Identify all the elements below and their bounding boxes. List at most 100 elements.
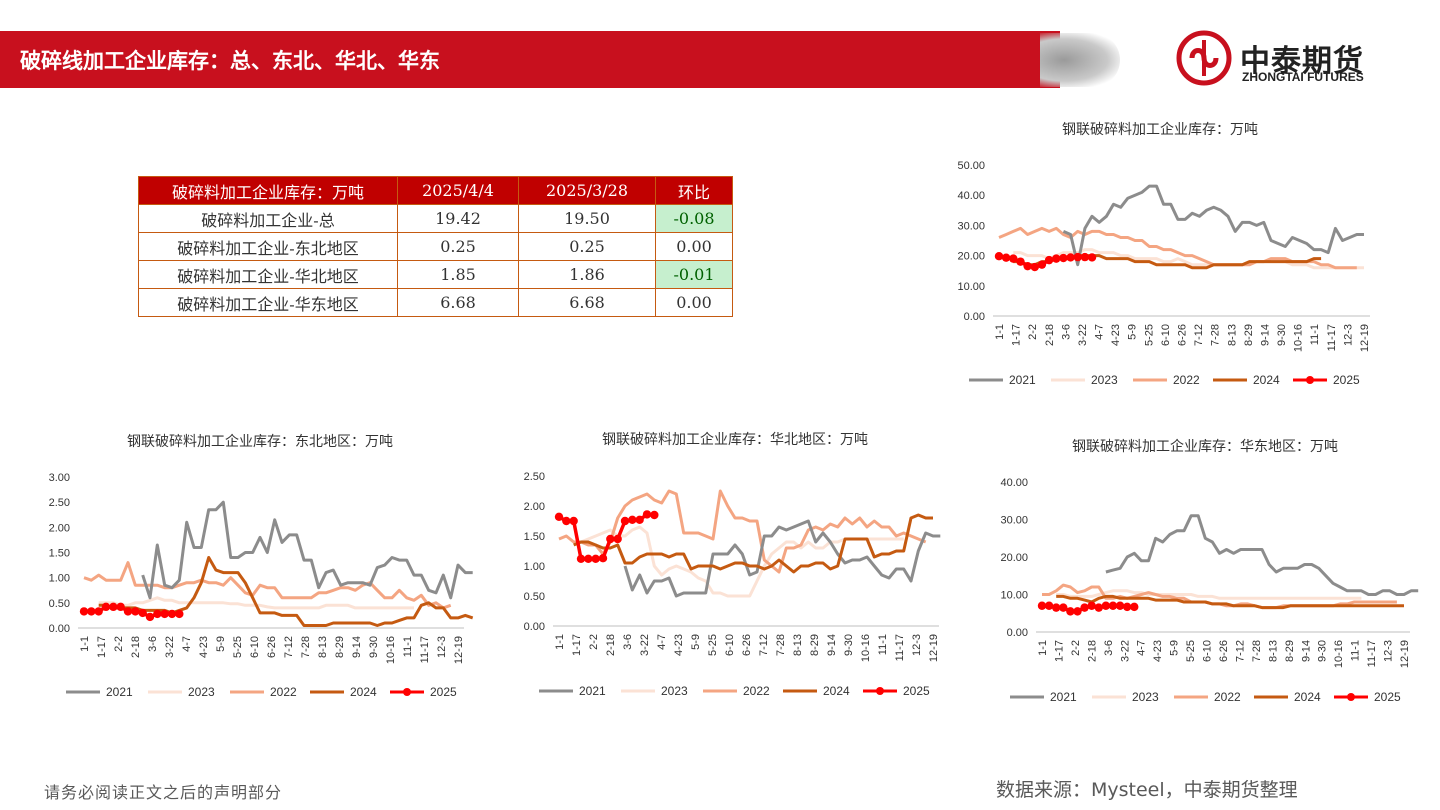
table-cell-change: -0.08 <box>655 204 733 233</box>
series-point-2025 <box>1080 603 1089 612</box>
x-tick-label: 7-28 <box>300 636 312 658</box>
chart-title: 钢联破碎料加工企业库存：华东地区：万吨 <box>1072 438 1338 455</box>
x-tick-label: 8-29 <box>334 636 346 658</box>
legend-label: 2022 <box>270 685 297 699</box>
series-line-2024 <box>98 556 474 627</box>
series-point-2025 <box>1059 253 1068 263</box>
series-line-2023 <box>1056 589 1362 600</box>
x-tick-label: 11-17 <box>1366 640 1378 667</box>
table-header-cell: 环比 <box>655 176 733 205</box>
table-cell: 1.86 <box>518 260 656 289</box>
y-tick-label: 1.00 <box>49 573 70 585</box>
x-tick-label: 7-12 <box>1234 640 1246 662</box>
series-point-2025 <box>123 607 133 616</box>
table-row: 破碎料加工企业-东北地区 0.25 0.25 0.00 <box>138 232 733 261</box>
x-tick-label: 1-1 <box>554 634 566 650</box>
x-tick-label: 9-14 <box>351 636 363 658</box>
y-tick-label: 0.00 <box>524 621 545 633</box>
x-tick-label: 10-16 <box>1333 640 1345 668</box>
x-tick-label: 12-3 <box>1383 640 1395 662</box>
legend-label: 2024 <box>1253 373 1280 387</box>
x-tick-label: 2-18 <box>605 634 617 656</box>
brand-logo: 中泰期货 ZHONGTAI FUTURES <box>1176 30 1396 90</box>
x-tick-label: 9-30 <box>368 636 380 658</box>
y-tick-label: 3.00 <box>49 472 70 484</box>
x-tick-label: 8-13 <box>317 636 329 658</box>
x-tick-label: 5-9 <box>1169 640 1181 656</box>
series-point-2025 <box>1066 607 1075 616</box>
x-tick-label: 4-7 <box>181 636 193 652</box>
series-point-2025 <box>635 515 644 524</box>
series-point-2025 <box>613 534 622 544</box>
legend-label: 2021 <box>1009 373 1036 387</box>
y-tick-label: 1.00 <box>524 561 545 573</box>
series-point-2025 <box>1030 262 1039 272</box>
x-tick-label: 11-1 <box>1309 324 1321 345</box>
series-point-2025 <box>1115 601 1125 610</box>
x-tick-label: 3-6 <box>1103 640 1115 656</box>
x-tick-label: 3-22 <box>1119 640 1131 662</box>
y-tick-label: 20.00 <box>957 251 985 263</box>
legend-label: 2023 <box>661 684 688 698</box>
series-point-2025 <box>116 602 125 612</box>
series-point-2025 <box>554 512 564 521</box>
legend-label: 2023 <box>188 685 215 699</box>
y-tick-label: 40.00 <box>957 190 985 202</box>
x-tick-label: 12-19 <box>453 636 465 664</box>
x-tick-label: 1-17 <box>96 636 108 658</box>
series-line-2023 <box>1013 248 1364 270</box>
series-line-2021 <box>1062 184 1364 267</box>
y-tick-label: 0.00 <box>964 311 985 323</box>
series-point-2025 <box>650 510 659 520</box>
legend-label: 2023 <box>1091 373 1118 387</box>
series-point-2025 <box>94 607 103 616</box>
series-point-2025 <box>1108 601 1118 610</box>
y-tick-label: 50.00 <box>957 160 985 172</box>
x-tick-label: 5-9 <box>1127 324 1139 340</box>
header-shadow-decoration <box>1040 33 1120 87</box>
legend-label: 2025 <box>903 684 930 698</box>
legend-marker <box>876 687 884 695</box>
x-tick-label: 1-1 <box>994 324 1006 340</box>
legend-marker <box>1347 693 1355 701</box>
series-point-2025 <box>591 554 600 563</box>
chart-northeast: 钢联破碎料加工企业库存：东北地区：万吨 3.00 2.50 2.00 1.50 1.00 0… <box>49 433 474 699</box>
series-point-2025 <box>569 516 578 526</box>
series-point-2025 <box>79 607 89 616</box>
series-line-2021 <box>1105 514 1419 596</box>
x-tick-label: 6-26 <box>266 636 278 658</box>
y-tick-label: 20.00 <box>1000 552 1028 564</box>
x-tick-label: 8-29 <box>1284 640 1296 662</box>
x-tick-label: 12-19 <box>1399 640 1411 668</box>
y-tick-label: 10.00 <box>957 281 985 293</box>
x-tick-label: 7-28 <box>1251 640 1263 662</box>
table-cell: 6.68 <box>397 288 519 317</box>
x-tick-label: 2-2 <box>113 636 125 652</box>
chart-title: 钢联破碎料加工企业库存：华北地区：万吨 <box>602 431 868 448</box>
x-tick-label: 6-10 <box>1160 324 1172 346</box>
x-tick-label: 5-9 <box>215 636 227 652</box>
logo-icon <box>1176 30 1232 86</box>
series-point-2025 <box>1094 603 1103 612</box>
series-point-2025 <box>1052 254 1061 263</box>
x-tick-label: 7-12 <box>1193 324 1205 346</box>
series-point-2025 <box>109 602 118 612</box>
table-cell: 19.50 <box>518 204 656 233</box>
table-cell: 破碎料加工企业-华东地区 <box>138 288 398 317</box>
series-point-2025 <box>642 510 652 519</box>
y-tick-label: 40.00 <box>1000 477 1028 489</box>
table-row: 破碎料加工企业-华北地区 1.85 1.86 -0.01 <box>138 260 733 289</box>
x-tick-label: 2-2 <box>1070 640 1082 656</box>
x-tick-label: 11-17 <box>419 636 431 663</box>
x-tick-label: 10-16 <box>385 636 397 664</box>
legend-label: 2021 <box>1050 690 1077 704</box>
y-tick-label: 0.00 <box>1007 627 1028 639</box>
table-row: 破碎料加工企业-华东地区 6.68 6.68 0.00 <box>138 288 733 317</box>
y-tick-label: 2.00 <box>49 522 70 534</box>
table-row: 破碎料加工企业-总 19.42 19.50 -0.08 <box>138 204 733 233</box>
y-tick-label: 1.50 <box>49 548 70 560</box>
series-point-2025 <box>1073 252 1082 262</box>
series-point-2025 <box>1044 601 1054 610</box>
table-header-row: 破碎料加工企业库存：万吨 2025/4/4 2025/3/28 环比 <box>138 176 733 205</box>
x-tick-label: 11-17 <box>1326 324 1338 351</box>
